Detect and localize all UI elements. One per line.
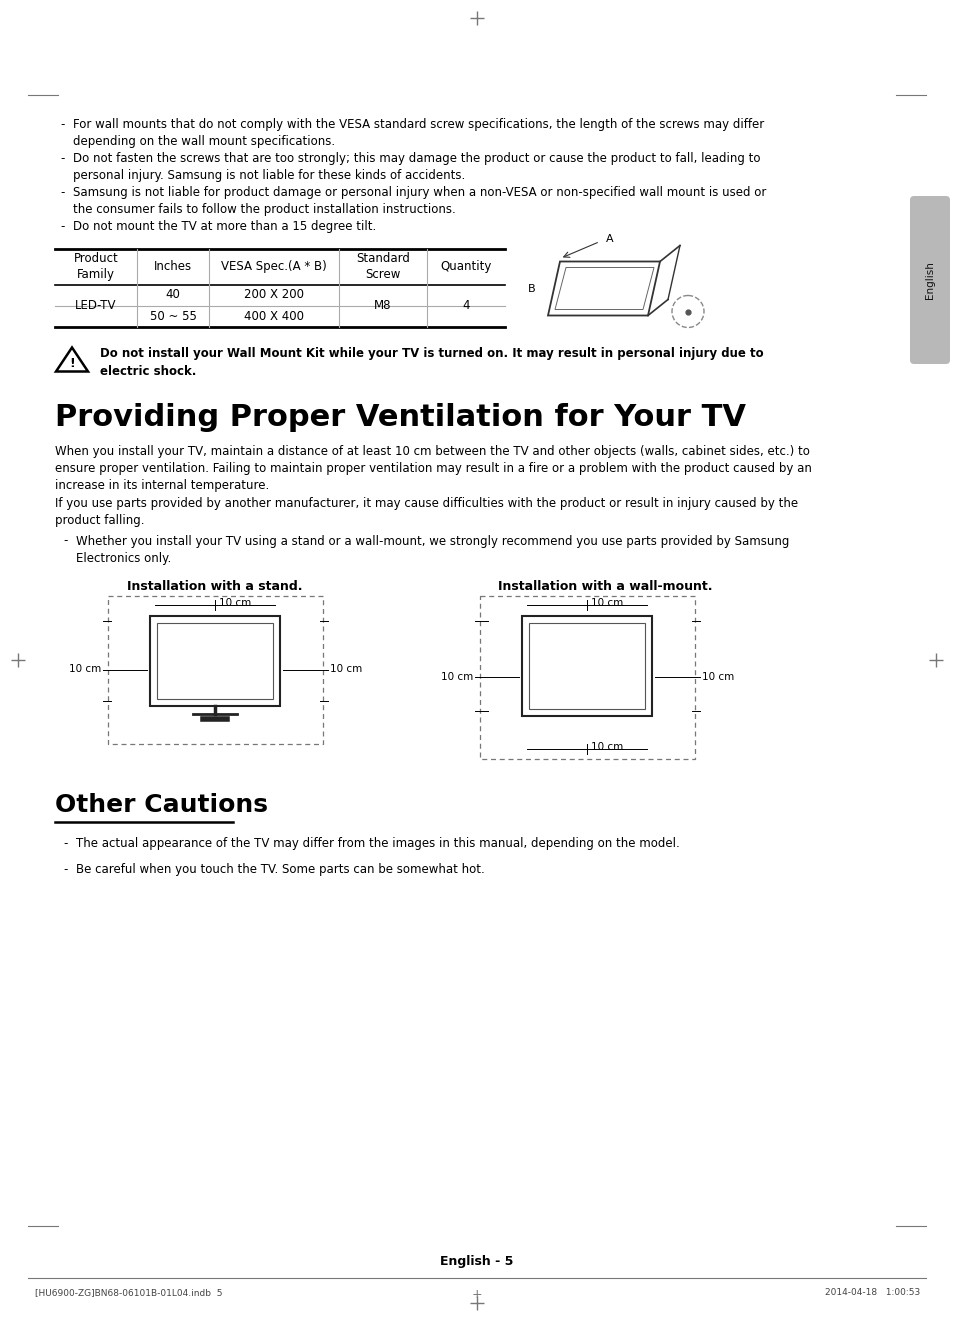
Text: A: A [605, 235, 613, 244]
FancyBboxPatch shape [909, 196, 949, 365]
Bar [479, 596, 695, 758]
Text: !: ! [69, 357, 74, 370]
Text: M8: M8 [374, 299, 392, 312]
Bar [108, 596, 323, 744]
Text: -: - [60, 118, 64, 131]
Text: LED-TV: LED-TV [75, 299, 116, 312]
Bar [151, 616, 280, 705]
Text: -: - [63, 838, 68, 851]
Text: Standard
Screw: Standard Screw [355, 252, 410, 281]
Text: 40: 40 [166, 288, 180, 301]
Bar [157, 622, 274, 699]
Text: 10 cm: 10 cm [219, 598, 252, 609]
Text: 10 cm: 10 cm [440, 672, 473, 682]
Text: 10 cm: 10 cm [330, 664, 362, 675]
Text: Do not fasten the screws that are too strongly; this may damage the product or c: Do not fasten the screws that are too st… [73, 152, 760, 182]
Text: 50 ~ 55: 50 ~ 55 [150, 309, 196, 322]
Text: -: - [60, 152, 64, 165]
Text: Do not mount the TV at more than a 15 degree tilt.: Do not mount the TV at more than a 15 de… [73, 221, 375, 232]
Text: Product
Family: Product Family [73, 252, 118, 281]
Text: B: B [528, 284, 536, 293]
Text: Whether you install your TV using a stand or a wall-mount, we strongly recommend: Whether you install your TV using a stan… [76, 535, 788, 565]
Text: Be careful when you touch the TV. Some parts can be somewhat hot.: Be careful when you touch the TV. Some p… [76, 864, 484, 877]
Text: 10 cm: 10 cm [69, 664, 101, 675]
Bar [522, 616, 652, 716]
Text: Do not install your Wall Mount Kit while your TV is turned on. It may result in : Do not install your Wall Mount Kit while… [100, 347, 762, 378]
Text: If you use parts provided by another manufacturer, it may cause difficulties wit: If you use parts provided by another man… [55, 497, 798, 527]
Text: 10 cm: 10 cm [591, 742, 623, 753]
Text: VESA Spec.(A * B): VESA Spec.(A * B) [221, 260, 327, 273]
Text: 4: 4 [462, 299, 469, 312]
Text: -: - [60, 221, 64, 232]
Text: +: + [471, 1288, 482, 1301]
Text: English - 5: English - 5 [440, 1255, 513, 1268]
Bar [529, 622, 645, 708]
Text: Installation with a wall-mount.: Installation with a wall-mount. [497, 580, 712, 593]
Text: English: English [924, 262, 934, 299]
Text: Other Cautions: Other Cautions [55, 794, 268, 818]
Text: When you install your TV, maintain a distance of at least 10 cm between the TV a: When you install your TV, maintain a dis… [55, 444, 811, 493]
Text: Providing Proper Ventilation for Your TV: Providing Proper Ventilation for Your TV [55, 403, 745, 432]
Text: Inches: Inches [153, 260, 192, 273]
Text: -: - [63, 864, 68, 877]
Text: 10 cm: 10 cm [701, 672, 734, 682]
Text: 400 X 400: 400 X 400 [244, 309, 304, 322]
Text: Samsung is not liable for product damage or personal injury when a non-VESA or n: Samsung is not liable for product damage… [73, 186, 765, 217]
Text: 2014-04-18   1:00:53: 2014-04-18 1:00:53 [824, 1288, 919, 1297]
Text: For wall mounts that do not comply with the VESA standard screw specifications, : For wall mounts that do not comply with … [73, 118, 763, 148]
Text: Installation with a stand.: Installation with a stand. [127, 580, 302, 593]
Text: 10 cm: 10 cm [591, 598, 623, 609]
Text: [HU6900-ZG]BN68-06101B-01L04.indb  5: [HU6900-ZG]BN68-06101B-01L04.indb 5 [35, 1288, 222, 1297]
Text: -: - [63, 535, 68, 547]
Text: 200 X 200: 200 X 200 [244, 288, 304, 301]
Text: -: - [60, 186, 64, 199]
Text: The actual appearance of the TV may differ from the images in this manual, depen: The actual appearance of the TV may diff… [76, 838, 679, 851]
Text: Quantity: Quantity [440, 260, 491, 273]
